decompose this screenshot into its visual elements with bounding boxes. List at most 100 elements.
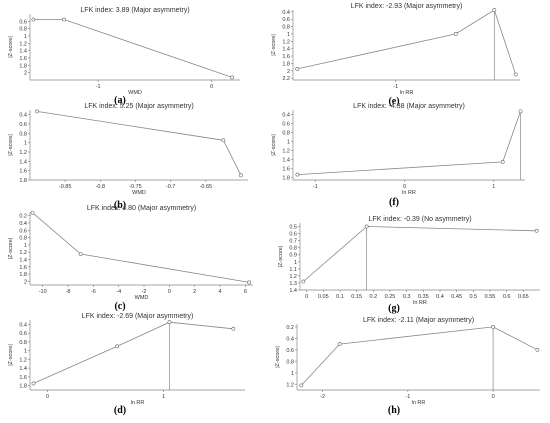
panel-0-y-axis-label: |Z-score|	[8, 36, 14, 58]
panel-3-data-point	[500, 160, 505, 164]
panel-2-data-point	[221, 138, 226, 143]
panel-5-xtick-label: 0.15	[351, 294, 362, 300]
panel-5-xtick-label: 0.55	[485, 294, 496, 300]
panel-0-ytick-label: 1	[24, 34, 27, 40]
panel-4-ytick-label: 2	[24, 279, 27, 285]
panel-6-y-axis-label: |Z-score|	[8, 344, 14, 366]
panel-7-label: (h)	[388, 405, 400, 416]
panel-0-series-line	[33, 19, 233, 78]
panel-5-xtick-label: 0.5	[470, 294, 478, 300]
panel-7-data-point	[299, 383, 304, 388]
panel-0-ytick-label: 1.8	[19, 63, 27, 69]
panel-4-data-point	[30, 210, 35, 215]
panel-2-ytick-label: 1	[24, 141, 27, 147]
panel-2-ytick-label: 1.4	[19, 159, 27, 165]
panel-1-ytick-label: 1.2	[282, 39, 290, 45]
panel-0-ytick-label: 1.6	[19, 56, 27, 62]
panel-2-x-axis-label: WMD	[132, 190, 146, 196]
panel-4-xtick-label: -6	[91, 289, 96, 295]
panel-5-xtick-label: 0.05	[318, 294, 329, 300]
panel-5-ytick-label: 1.4	[289, 288, 297, 294]
panel-1-ytick-label: 2	[287, 69, 290, 75]
panel-4-ytick-label: 1	[24, 243, 27, 249]
panel-1-xtick-label: -1	[393, 84, 398, 90]
panel-6-data-point	[231, 326, 236, 331]
panel-6-ytick-label: 1	[24, 349, 27, 355]
panel-1-data-point	[295, 67, 300, 71]
panel-4-ytick-label: 0.6	[19, 228, 27, 234]
panel-4-xtick-label: 6	[244, 289, 247, 295]
panel-5-y-axis-label: |Z-score|	[278, 246, 284, 268]
panel-4-xtick-label: -10	[39, 289, 47, 295]
panel-2-xtick-label: -0.7	[166, 184, 175, 190]
panel-1-data-point	[492, 8, 497, 12]
panel-6-ytick-label: 0.4	[19, 322, 27, 328]
panel-5-ytick-label: 1.2	[289, 274, 297, 280]
panel-3-ytick-label: 1.8	[282, 176, 290, 182]
panel-4-y-axis-label: |Z-score|	[8, 238, 14, 260]
panel-1-series-line	[297, 9, 517, 75]
panel-3-label: (f)	[389, 197, 399, 208]
panel-0-xtick-label: 0	[210, 84, 213, 90]
panel-7-x-axis-label: ln RR	[412, 400, 426, 406]
panel-1-ytick-label: 1	[287, 32, 290, 38]
panel-7-ytick-label: 0.2	[286, 325, 294, 331]
panel-0-title: LFK index: 3.89 (Major asymmetry)	[80, 7, 189, 14]
panel-6-data-point	[115, 344, 120, 349]
panel-5-ytick-label: 1.1	[289, 267, 297, 273]
panel-5-data-point	[364, 224, 369, 229]
panel-7-series-line	[301, 326, 538, 386]
panel-6-data-point	[167, 320, 172, 325]
panel-5-ytick-label: 0.9	[289, 253, 297, 259]
panel-4-label: (c)	[114, 301, 125, 312]
panel-6-ytick-label: 1.2	[19, 357, 27, 363]
panel-1-x-axis-label: ln RR	[400, 90, 414, 96]
panel-4-data-point	[247, 280, 252, 285]
panel-1-ytick-label: 1.6	[282, 54, 290, 60]
panel-1-ytick-label: 2.2	[282, 76, 290, 82]
panel-2-ytick-label: 1.6	[19, 169, 27, 175]
panel-6-data-point	[31, 381, 36, 386]
panel-5-ytick-label: 0.8	[289, 246, 297, 252]
panel-5-data-point	[534, 228, 539, 233]
panel-5-ytick-label: 1.3	[289, 281, 297, 287]
panel-5-xtick-label: 0.45	[451, 294, 462, 300]
panel-4-xtick-label: 4	[219, 289, 222, 295]
panel-7-y-axis-label: |Z-score|	[275, 346, 281, 368]
panel-7-ytick-label: 0.8	[286, 359, 294, 365]
panel-2-ytick-label: 0.8	[19, 131, 27, 137]
panel-4-ytick-label: 1.2	[19, 250, 27, 256]
panel-5-ytick-label: 0.6	[289, 232, 297, 238]
panel-2-series-line	[36, 111, 242, 176]
panel-3-xtick-label: -1	[313, 184, 318, 190]
panel-1-ytick-label: 1.4	[282, 47, 290, 53]
panel-1-y-axis-label: |Z-score|	[271, 34, 277, 56]
panel-4-ytick-label: 0.2	[19, 214, 27, 220]
panel-6-ytick-label: 1.4	[19, 366, 27, 372]
panel-4-ytick-label: 0.4	[19, 221, 27, 227]
panel-5-x-axis-label: ln RR	[413, 300, 427, 306]
panel-5-ytick-label: 0.5	[289, 225, 297, 231]
panel-5-xtick-label: 0.35	[418, 294, 429, 300]
panel-2-ytick-label: 1.2	[19, 150, 27, 156]
panel-3-ytick-label: 1.6	[282, 167, 290, 173]
panel-6-x-axis-label: ln RR	[131, 400, 145, 406]
panel-5-xtick-label: 0.3	[403, 294, 411, 300]
panel-2-label: (b)	[114, 200, 126, 211]
panel-5-title: LFK index: -0.39 (No asymmetry)	[368, 216, 471, 223]
panel-3-ytick-label: 0.6	[282, 122, 290, 128]
panel-0-data-point	[62, 17, 66, 22]
panel-1-label: (e)	[388, 96, 399, 107]
panel-4-xtick-label: 2	[193, 289, 196, 295]
panel-0-data-point	[31, 17, 36, 22]
panel-4-ytick-label: 1.6	[19, 265, 27, 271]
panel-7-ytick-label: 1.2	[286, 382, 294, 388]
panel-6-xtick-label: 0	[46, 394, 49, 400]
panel-5-xtick-label: 0.1	[336, 294, 344, 300]
panel-7-title: LFK index: -2.11 (Major asymmetry)	[363, 317, 474, 324]
panel-2-xtick-label: -0.75	[129, 184, 142, 190]
panel-0-xtick-label: -1	[96, 84, 101, 90]
panel-5-xtick-label: 0.25	[385, 294, 396, 300]
panel-0-ytick-label: 1.4	[19, 49, 27, 55]
panel-2-xtick-label: -0.8	[96, 184, 105, 190]
